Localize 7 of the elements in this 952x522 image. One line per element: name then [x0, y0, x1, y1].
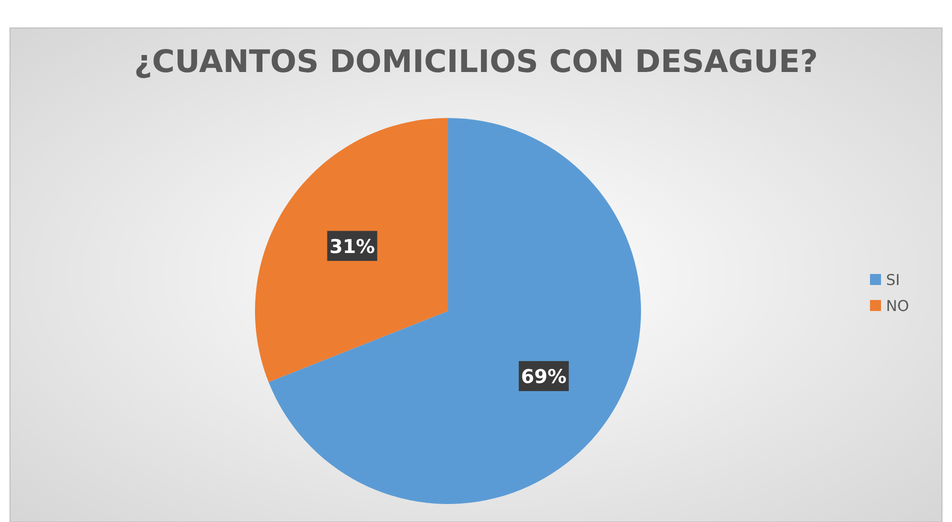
- legend-label: SI: [886, 271, 900, 289]
- pie-slice: [255, 118, 448, 382]
- data-label: 31%: [329, 236, 375, 258]
- chart-title: ¿CUANTOS DOMICILIOS CON DESAGUE?: [134, 44, 818, 80]
- data-label: 69%: [521, 366, 567, 388]
- legend-label: NO: [886, 297, 910, 315]
- pie-slice: [268, 118, 641, 504]
